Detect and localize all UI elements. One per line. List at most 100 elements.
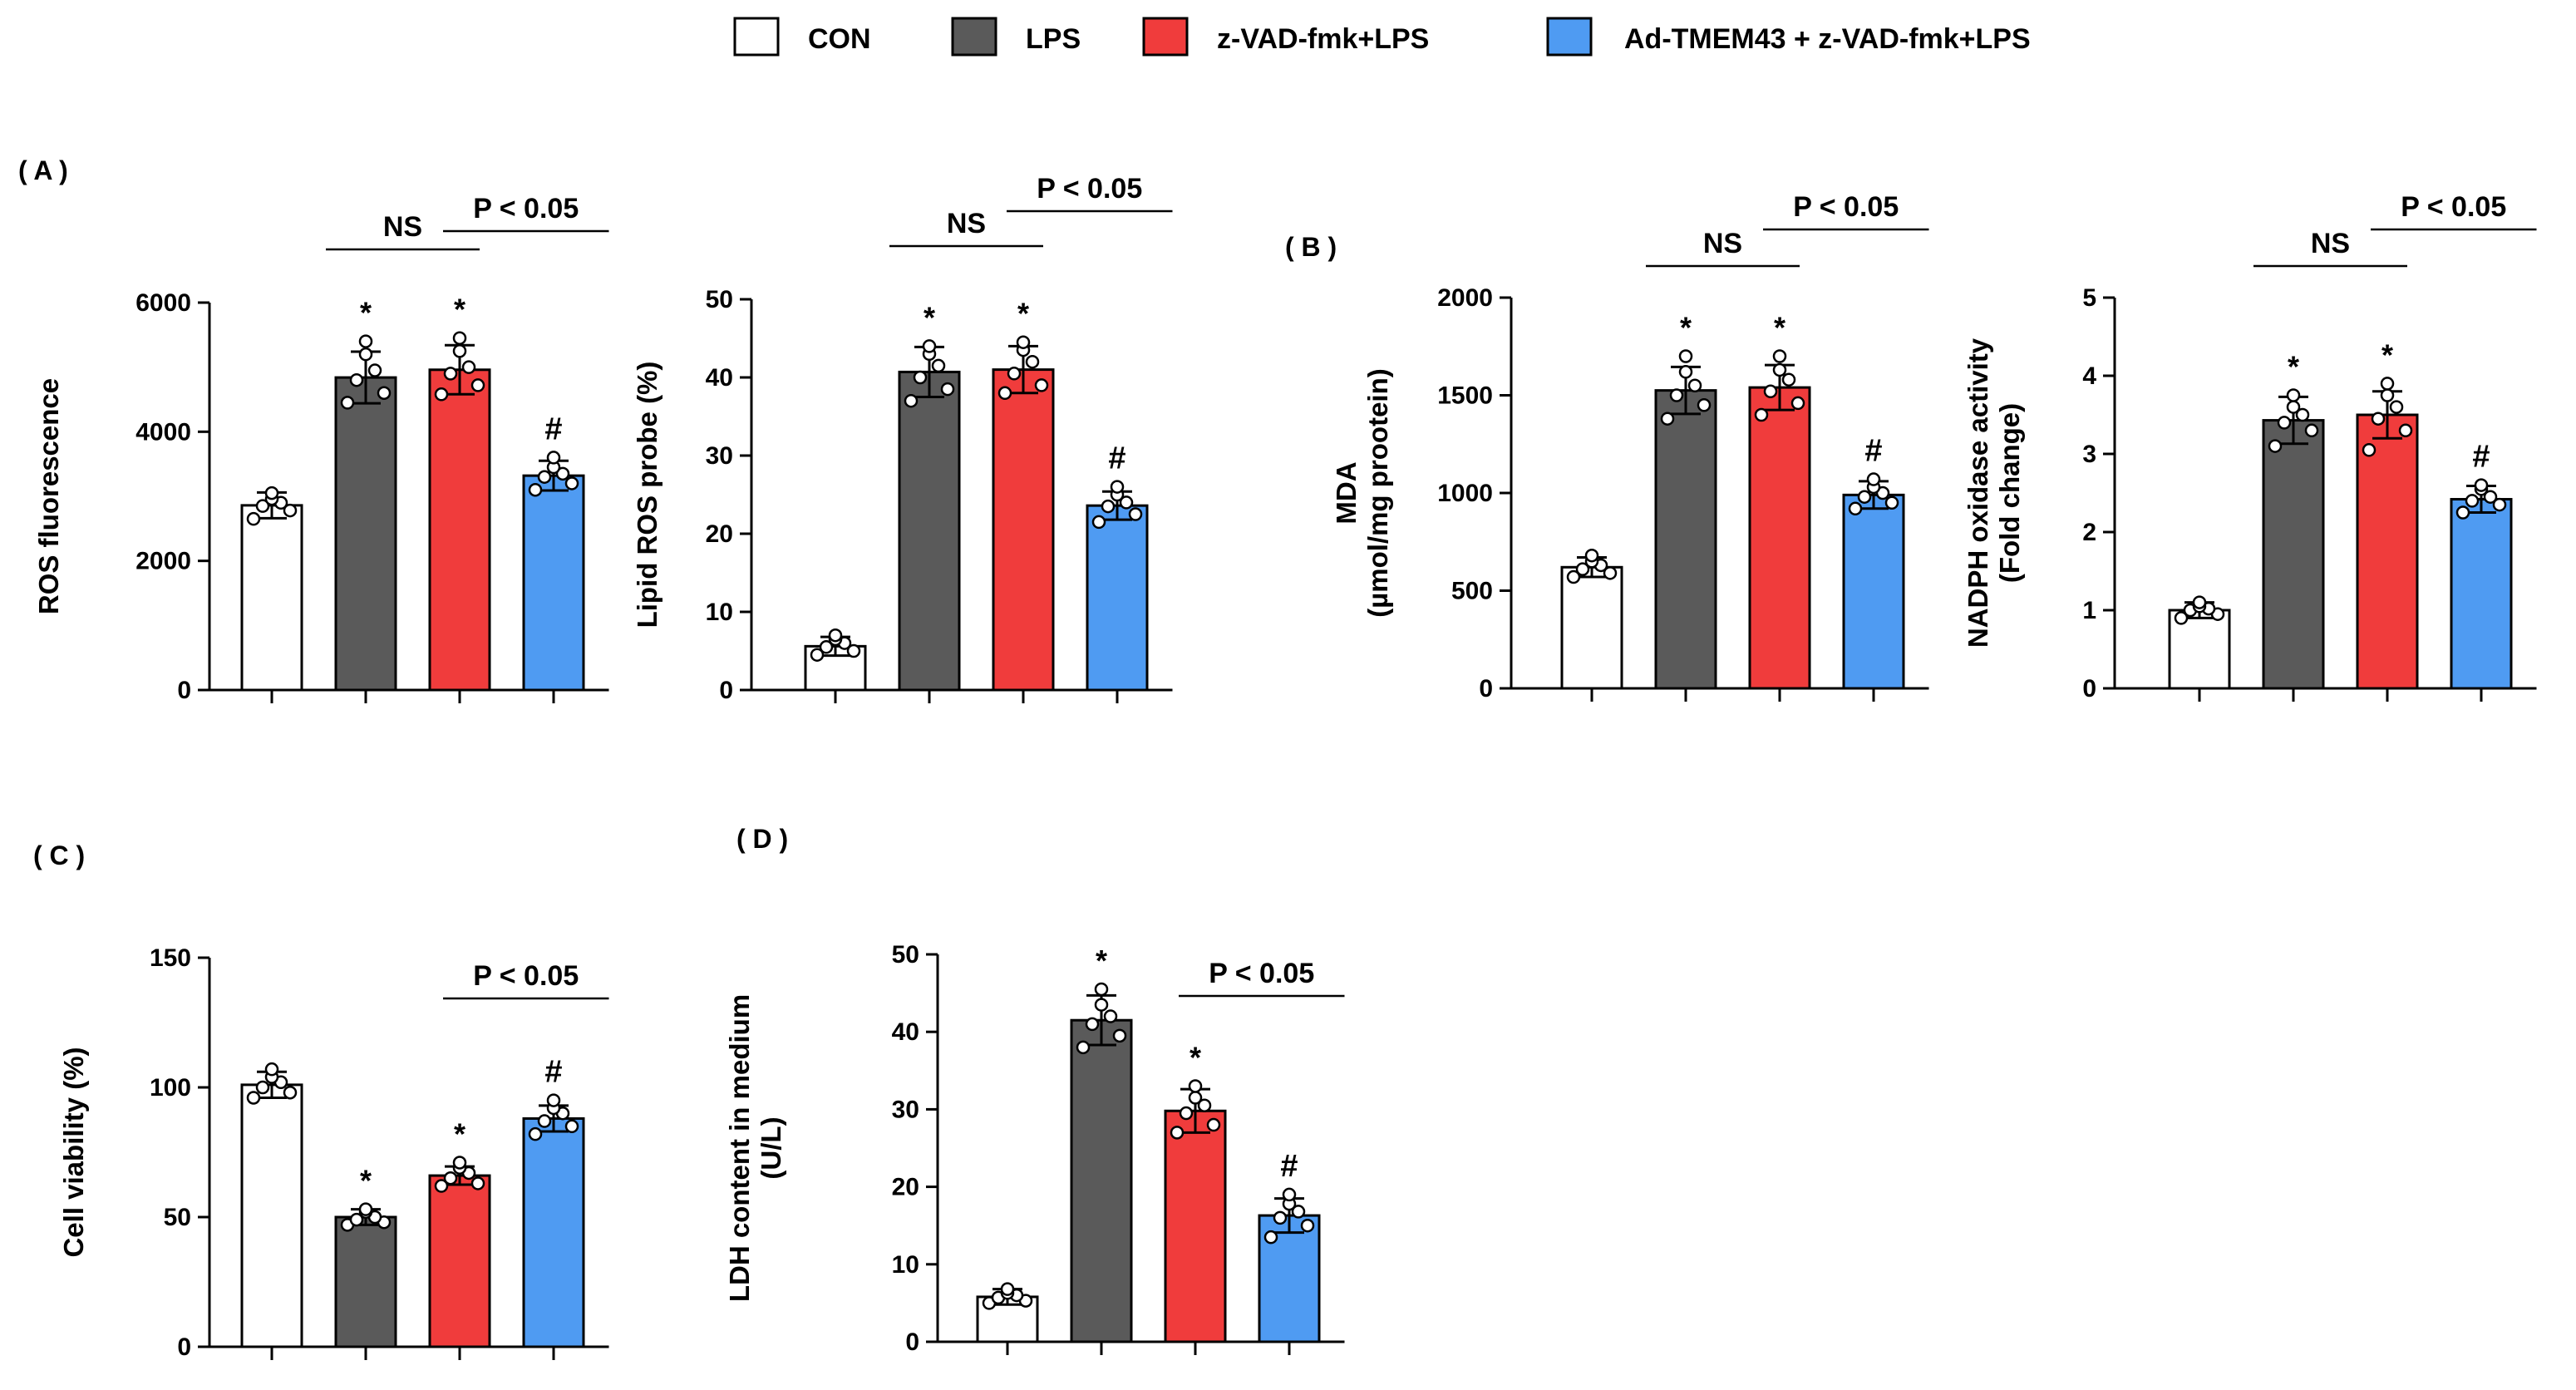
data-point — [922, 339, 937, 353]
y-tick-label: 0 — [177, 677, 191, 704]
y-axis-label: (µmol/mg prootein) — [1362, 368, 1393, 617]
data-point — [246, 511, 261, 526]
data-point — [1772, 349, 1787, 363]
y-tick-label: 30 — [892, 1096, 919, 1123]
data-point — [470, 378, 485, 392]
data-point — [2483, 490, 2498, 504]
data-point — [452, 1156, 467, 1170]
significance-marker: * — [1189, 1040, 1201, 1074]
bar-2 — [2262, 419, 2325, 690]
data-point — [1781, 372, 1796, 387]
panel-label-d: ( D ) — [736, 824, 788, 854]
panel-label-a: ( A ) — [18, 155, 68, 185]
p-value-label: P < 0.05 — [1209, 958, 1314, 989]
significance-marker: # — [1864, 434, 1882, 469]
legend-label-lps: LPS — [1026, 23, 1081, 55]
significance-marker: * — [1680, 311, 1692, 345]
y-tick-label: 500 — [1451, 578, 1493, 605]
data-point — [904, 393, 919, 408]
bar-3 — [2356, 413, 2419, 690]
y-axis-label: Lipid ROS probe (%) — [632, 362, 662, 628]
bar-2 — [1654, 389, 1717, 690]
data-point — [283, 1085, 298, 1100]
data-point — [931, 358, 946, 373]
data-point — [1076, 1040, 1091, 1055]
data-point — [828, 628, 843, 643]
data-point — [528, 1126, 543, 1141]
legend: CON LPS z-VAD-fmk+LPS Ad-TMEM43 + z-VAD-… — [733, 17, 2031, 57]
significance-marker: # — [2472, 440, 2490, 475]
data-point — [349, 1212, 364, 1227]
panel-label-c: ( C ) — [33, 840, 85, 870]
y-tick-label: 1000 — [1437, 480, 1493, 507]
data-point — [349, 372, 364, 387]
y-axis-label: NADPH oxidase activity — [1963, 338, 1993, 648]
data-point — [1848, 501, 1863, 516]
data-point — [2286, 388, 2301, 402]
y-tick-label: 50 — [892, 941, 919, 969]
data-point — [1857, 490, 1872, 504]
bar-2 — [334, 376, 397, 692]
bar-2 — [334, 1215, 397, 1348]
significance-marker: * — [1017, 297, 1029, 331]
data-point — [358, 1202, 373, 1216]
y-tick-label: 2 — [2082, 519, 2096, 546]
data-point — [1697, 398, 1712, 412]
data-point — [564, 1119, 579, 1134]
data-point — [1263, 1230, 1278, 1245]
y-tick-label: 0 — [177, 1333, 191, 1361]
data-point — [913, 370, 928, 385]
data-point — [2474, 478, 2489, 492]
legend-swatch-lps — [951, 17, 997, 57]
data-point — [1884, 495, 1899, 510]
data-point — [1584, 548, 1599, 563]
data-point — [434, 1179, 449, 1193]
legend-label-adtmem: Ad-TMEM43 + z-VAD-fmk+LPS — [1624, 23, 2031, 55]
significance-marker: # — [1108, 441, 1125, 476]
significance-marker: * — [454, 1116, 465, 1151]
data-point — [846, 643, 861, 658]
bar-4 — [522, 1116, 585, 1348]
data-point — [1016, 335, 1031, 349]
y-tick-label: 3 — [2082, 441, 2096, 468]
data-point — [358, 347, 373, 362]
y-tick-label: 4 — [2082, 362, 2096, 390]
data-point — [537, 470, 552, 484]
data-point — [367, 363, 382, 377]
significance-marker: * — [1096, 944, 1107, 978]
chart-nadph-oxidase: 0 1 2 3 4 5 NADPH oxidase activity (Fold change… — [1963, 191, 2537, 702]
y-tick-label: 6000 — [135, 289, 191, 317]
data-point — [810, 648, 825, 662]
data-point — [1687, 378, 1702, 392]
data-point — [1128, 507, 1143, 521]
bar-3 — [428, 1174, 491, 1348]
bar-1 — [240, 504, 303, 692]
data-point — [255, 1080, 270, 1095]
bar-3 — [428, 368, 491, 692]
data-point — [1112, 1028, 1127, 1043]
data-point — [1660, 412, 1675, 426]
legend-swatch-zvad — [1142, 17, 1189, 57]
data-point — [1300, 1218, 1315, 1233]
significance-marker: # — [544, 1055, 562, 1090]
data-point — [443, 367, 458, 381]
data-point — [283, 503, 298, 518]
data-point — [1034, 378, 1049, 392]
data-point — [443, 1171, 458, 1185]
chart-ros-fluorescence: 0 2000 4000 6000 ROS fluorescence * * # NS P < 0.… — [33, 193, 609, 704]
data-point — [1094, 998, 1109, 1012]
chart-lipid-ros-probe: 0 10 20 30 40 50 Lipid ROS probe (%) * * # NS P < 0… — [632, 173, 1173, 704]
data-point — [2398, 423, 2413, 438]
data-point — [1188, 1091, 1203, 1105]
y-tick-label: 10 — [706, 599, 733, 626]
data-point — [546, 1093, 561, 1107]
legend-label-zvad: z-VAD-fmk+LPS — [1217, 23, 1429, 55]
bar-2 — [898, 370, 961, 692]
data-point — [528, 482, 543, 497]
y-axis-label: (Fold change) — [1994, 403, 2025, 583]
data-point — [1110, 480, 1125, 494]
y-axis-label: LDH content in medium — [724, 994, 755, 1302]
data-point — [255, 499, 270, 513]
data-point — [1179, 1106, 1194, 1121]
